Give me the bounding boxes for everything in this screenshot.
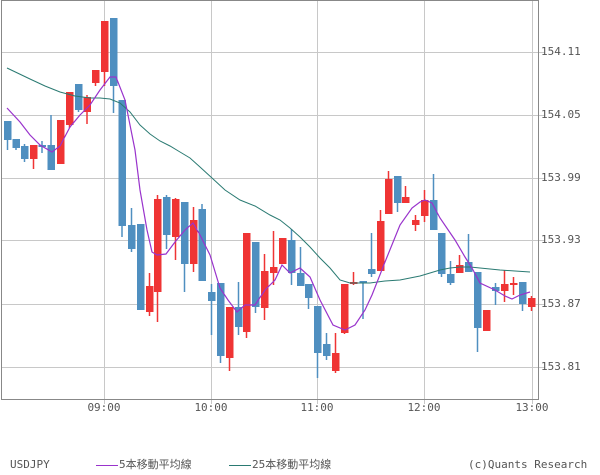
y-tick-label: 153.81 bbox=[541, 360, 581, 373]
copyright: (c)Quants Research bbox=[468, 458, 588, 471]
candle bbox=[456, 255, 464, 273]
candle bbox=[510, 277, 518, 295]
grid-lines bbox=[2, 1, 545, 404]
candle bbox=[421, 190, 429, 222]
ma5-line bbox=[6, 76, 531, 331]
candle bbox=[12, 139, 20, 150]
ma25-swatch-icon bbox=[229, 464, 251, 466]
y-tick-label: 154.05 bbox=[541, 108, 581, 121]
legend-ma5-label: 5本移動平均線 bbox=[119, 458, 192, 471]
candle bbox=[92, 70, 100, 86]
candle bbox=[235, 282, 243, 335]
candle bbox=[57, 120, 65, 164]
y-tick-label: 153.87 bbox=[541, 297, 581, 310]
candle bbox=[101, 21, 109, 86]
candle bbox=[128, 208, 136, 252]
candle bbox=[305, 284, 313, 309]
candle bbox=[47, 115, 55, 170]
candle bbox=[519, 282, 527, 311]
candle bbox=[252, 242, 260, 313]
y-tick-label: 153.93 bbox=[541, 233, 581, 246]
candle bbox=[430, 174, 438, 230]
candle bbox=[412, 215, 420, 231]
legend-ma25: 25本移動平均線 bbox=[229, 458, 331, 472]
candle bbox=[288, 229, 296, 285]
y-tick-label: 153.99 bbox=[541, 171, 581, 184]
ma5-swatch-icon bbox=[96, 464, 118, 466]
candles bbox=[4, 18, 536, 378]
symbol-label: USDJPY bbox=[10, 458, 50, 471]
x-tick-label: 10:00 bbox=[194, 401, 228, 414]
x-tick-label: 12:00 bbox=[407, 401, 441, 414]
candle bbox=[4, 121, 12, 150]
candle bbox=[385, 171, 393, 214]
candle bbox=[118, 100, 126, 237]
legend-ma5: 5本移動平均線 bbox=[96, 458, 192, 472]
x-tick-label: 13:00 bbox=[515, 401, 549, 414]
candle bbox=[297, 247, 305, 286]
candle bbox=[402, 186, 410, 203]
candle bbox=[137, 224, 145, 310]
legend-ma25-label: 25本移動平均線 bbox=[252, 458, 332, 471]
candle bbox=[190, 207, 198, 272]
candle bbox=[501, 270, 509, 302]
candle bbox=[368, 233, 376, 277]
candle bbox=[75, 84, 83, 112]
candle bbox=[483, 310, 491, 331]
candle bbox=[341, 284, 349, 334]
plot-frame bbox=[1, 0, 539, 400]
y-tick-label: 154.11 bbox=[541, 45, 581, 58]
candle bbox=[279, 238, 287, 264]
candle bbox=[332, 333, 340, 373]
candle bbox=[394, 176, 402, 212]
candle bbox=[447, 261, 455, 285]
candle bbox=[528, 296, 536, 311]
candle bbox=[270, 231, 278, 285]
candle bbox=[208, 284, 216, 335]
candle bbox=[181, 202, 189, 292]
candle bbox=[217, 283, 225, 363]
candle bbox=[492, 283, 500, 305]
candle bbox=[21, 144, 29, 162]
candle bbox=[226, 307, 234, 371]
candle bbox=[172, 198, 180, 260]
candle bbox=[314, 306, 322, 378]
candle bbox=[377, 210, 385, 271]
ma25-line bbox=[6, 67, 531, 284]
candle bbox=[474, 272, 482, 352]
candle bbox=[110, 18, 118, 113]
candle bbox=[198, 204, 206, 281]
candle bbox=[146, 273, 154, 316]
candle bbox=[83, 95, 91, 124]
candle bbox=[66, 92, 74, 128]
candle bbox=[323, 333, 331, 360]
candle bbox=[30, 145, 38, 169]
candle bbox=[243, 233, 251, 338]
candle bbox=[154, 195, 162, 322]
x-tick-label: 11:00 bbox=[300, 401, 334, 414]
candle bbox=[163, 195, 171, 249]
x-tick-label: 09:00 bbox=[87, 401, 121, 414]
